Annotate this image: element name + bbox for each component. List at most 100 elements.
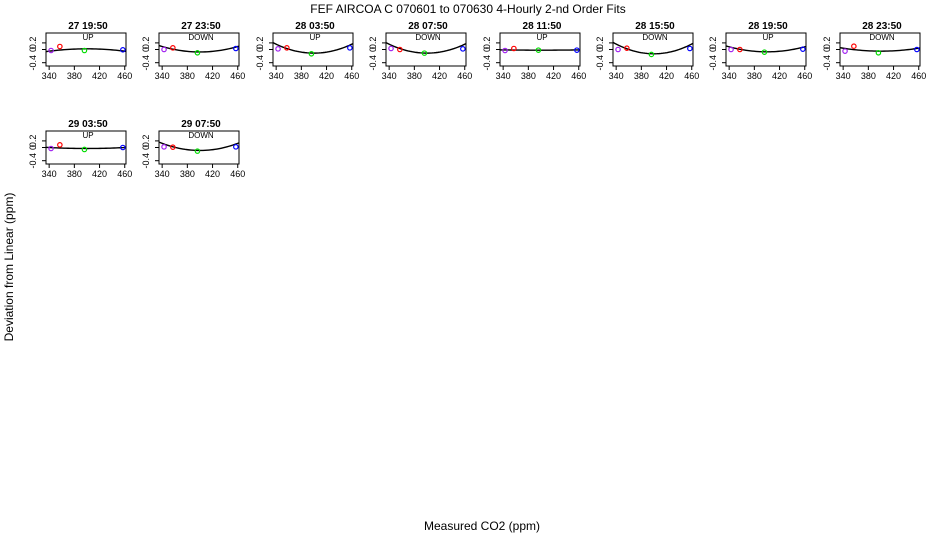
x-tick-label: 340: [496, 71, 511, 81]
data-point-blue: [120, 47, 126, 53]
panel-subtitle: DOWN: [188, 131, 214, 140]
y-tick-label: 0: [368, 47, 378, 52]
data-point-purple: [615, 46, 621, 53]
y-tick-label: 0.2: [28, 37, 38, 50]
panel-subtitle: UP: [762, 33, 773, 42]
y-tick-label: 0.2: [708, 37, 718, 50]
x-tick-label: 420: [205, 169, 220, 179]
data-point-red: [737, 46, 743, 53]
y-tick-label: 0.2: [368, 37, 378, 50]
panel-subtitle: DOWN: [642, 33, 668, 42]
x-tick-label: 380: [294, 71, 309, 81]
x-tick-label: 380: [67, 71, 82, 81]
panel-subtitle: UP: [82, 131, 93, 140]
y-tick-label: 0.2: [822, 37, 832, 50]
panel-subtitle: UP: [309, 33, 320, 42]
y-tick-label: 0: [28, 47, 38, 52]
data-point-green: [194, 49, 201, 56]
data-point-blue: [460, 46, 466, 52]
x-tick-label: 420: [772, 71, 787, 81]
data-point-purple: [842, 48, 848, 54]
data-point-green: [875, 49, 882, 56]
y-tick-label: -0.4: [28, 55, 38, 71]
panel-subtitle: DOWN: [415, 33, 441, 42]
data-point-blue: [574, 47, 580, 53]
data-point-green: [308, 50, 315, 57]
x-tick-label: 420: [546, 71, 561, 81]
panel-title: 28 15:50: [635, 21, 675, 32]
y-tick-label: -0.4: [141, 153, 151, 169]
data-point-purple: [502, 47, 508, 54]
x-tick-label: 340: [155, 71, 170, 81]
data-point-green: [761, 49, 768, 55]
data-point-green: [535, 47, 542, 53]
panel-subtitle: UP: [536, 33, 547, 42]
y-tick-label: 0.2: [595, 37, 605, 50]
x-tick-label: 380: [180, 169, 195, 179]
x-tick-label: 340: [382, 71, 397, 81]
x-tick-label: 460: [344, 71, 359, 81]
data-point-purple: [728, 46, 734, 53]
x-tick-label: 380: [67, 169, 82, 179]
y-tick-label: 0: [28, 145, 38, 150]
x-tick-label: 420: [205, 71, 220, 81]
main-title: FEF AIRCOA C 070601 to 070630 4-Hourly 2…: [310, 2, 626, 16]
x-tick-label: 460: [117, 169, 132, 179]
panel-subtitle: DOWN: [869, 33, 895, 42]
panel-title: 28 11:50: [523, 21, 562, 32]
x-tick-label: 420: [92, 71, 107, 81]
data-point-purple: [161, 46, 167, 53]
y-tick-label: -0.4: [28, 153, 38, 169]
y-tick-label: 0.2: [141, 135, 151, 148]
data-point-purple: [388, 45, 394, 52]
panel-title: 29 03:50: [68, 119, 108, 130]
y-axis-label: Deviation from Linear (ppm): [2, 192, 16, 342]
x-tick-label: 460: [457, 71, 472, 81]
y-tick-label: 0.2: [482, 37, 492, 50]
x-axis-label: Measured CO2 (ppm): [423, 519, 541, 533]
x-tick-label: 420: [92, 169, 107, 179]
x-tick-label: 380: [747, 71, 762, 81]
y-tick-label: -0.4: [368, 55, 378, 71]
x-tick-label: 380: [861, 71, 876, 81]
x-tick-label: 460: [117, 71, 132, 81]
y-tick-label: -0.4: [482, 55, 492, 71]
data-point-red: [397, 46, 403, 53]
data-point-blue: [800, 46, 806, 52]
data-point-purple: [48, 145, 54, 152]
x-tick-label: 340: [609, 71, 624, 81]
x-tick-label: 380: [180, 71, 195, 81]
y-tick-label: 0.2: [141, 37, 151, 50]
y-tick-label: 0: [595, 47, 605, 52]
panel-title: 28 03:50: [295, 21, 335, 32]
data-point-purple: [161, 144, 167, 150]
x-tick-label: 380: [634, 71, 649, 81]
y-tick-label: -0.4: [255, 55, 265, 71]
data-point-red: [57, 142, 63, 148]
x-tick-label: 340: [269, 71, 284, 81]
x-tick-label: 340: [42, 71, 57, 81]
data-point-blue: [347, 45, 353, 51]
data-point-blue: [120, 144, 126, 151]
panel-title: 29 07:50: [181, 119, 221, 130]
y-tick-label: 0: [482, 47, 492, 52]
x-tick-label: 460: [571, 71, 586, 81]
data-point-green: [421, 50, 428, 56]
x-tick-label: 420: [319, 71, 334, 81]
y-tick-label: 0: [141, 47, 151, 52]
y-tick-label: 0: [708, 47, 718, 52]
data-point-red: [57, 43, 63, 50]
panel-title: 28 23:50: [862, 21, 902, 32]
x-tick-label: 460: [911, 71, 926, 81]
x-tick-label: 340: [155, 169, 170, 179]
y-tick-label: -0.4: [141, 55, 151, 71]
data-point-red: [170, 144, 176, 150]
